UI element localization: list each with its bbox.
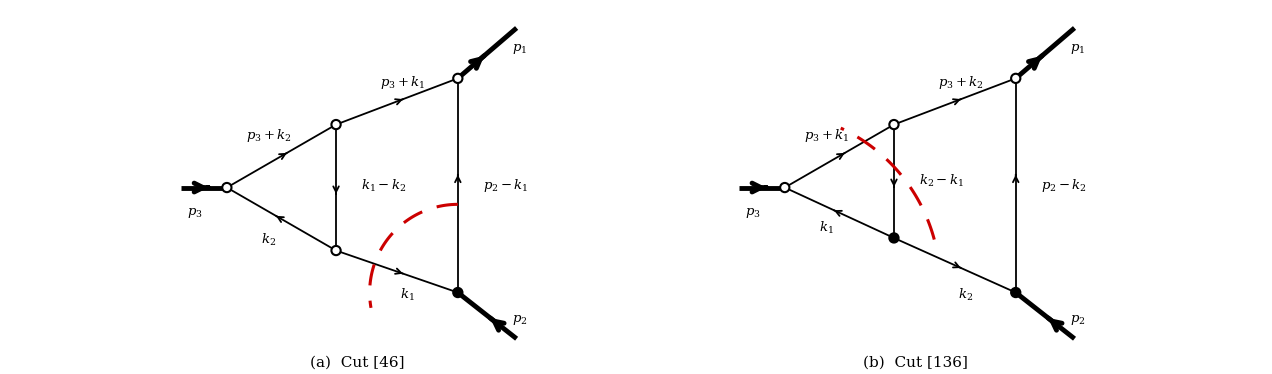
Circle shape xyxy=(332,246,341,255)
Text: $k_1$: $k_1$ xyxy=(401,287,415,303)
Text: $p_3+k_1$: $p_3+k_1$ xyxy=(380,74,426,91)
Circle shape xyxy=(453,74,463,83)
Text: $k_2$: $k_2$ xyxy=(958,287,973,303)
Text: $p_3$: $p_3$ xyxy=(745,206,761,220)
Text: $p_2$: $p_2$ xyxy=(513,313,528,327)
Text: $k_1$: $k_1$ xyxy=(819,220,834,236)
Text: $k_2$: $k_2$ xyxy=(261,232,276,248)
Text: $p_3$: $p_3$ xyxy=(187,206,204,220)
Circle shape xyxy=(1011,74,1020,83)
Circle shape xyxy=(780,183,790,192)
Text: $k_2-k_1$: $k_2-k_1$ xyxy=(920,173,964,189)
Text: $p_2$: $p_2$ xyxy=(1070,313,1086,327)
Circle shape xyxy=(889,120,898,129)
Text: (a)  Cut [46]: (a) Cut [46] xyxy=(310,356,404,370)
Text: $p_2-k_1$: $p_2-k_1$ xyxy=(483,177,529,194)
Circle shape xyxy=(1011,288,1020,297)
Text: $p_3+k_2$: $p_3+k_2$ xyxy=(939,74,985,91)
Circle shape xyxy=(332,120,341,129)
Text: $p_1$: $p_1$ xyxy=(513,42,528,56)
Text: (b)  Cut [136]: (b) Cut [136] xyxy=(862,356,968,370)
Circle shape xyxy=(453,288,463,297)
Text: $k_1-k_2$: $k_1-k_2$ xyxy=(361,178,407,194)
Text: $p_3+k_1$: $p_3+k_1$ xyxy=(804,127,850,144)
Circle shape xyxy=(223,183,232,192)
Text: $p_2-k_2$: $p_2-k_2$ xyxy=(1040,177,1086,194)
Text: $p_3+k_2$: $p_3+k_2$ xyxy=(245,127,291,144)
Text: $p_1$: $p_1$ xyxy=(1070,42,1085,56)
Circle shape xyxy=(889,233,898,243)
